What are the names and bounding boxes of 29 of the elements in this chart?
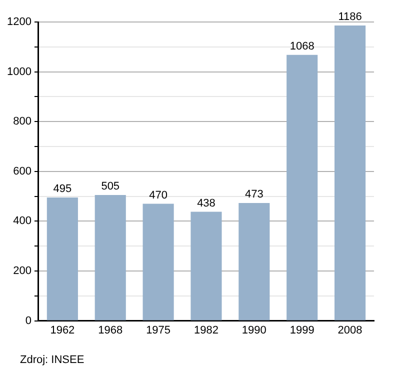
x-tick-label: 1982	[194, 324, 218, 336]
y-tick-label: 600	[13, 165, 32, 178]
x-tick-label: 1999	[290, 324, 314, 336]
x-tick-label: 1968	[98, 324, 123, 336]
x-tick-label: 1962	[50, 324, 75, 336]
x-tick-label: 2008	[338, 324, 362, 336]
data-label: 470	[149, 189, 168, 202]
y-tick-label: 1200	[6, 16, 32, 28]
data-label: 495	[53, 183, 72, 196]
data-label: 505	[101, 180, 120, 193]
y-tick-label: 400	[13, 215, 32, 228]
data-label: 438	[197, 197, 216, 210]
y-tick-label: 1000	[6, 66, 32, 78]
bar	[46, 198, 78, 320]
x-tick-label: 1990	[242, 324, 266, 336]
bar	[190, 212, 222, 320]
data-label: 473	[244, 188, 264, 201]
text: Zdroj: INSEE	[20, 354, 84, 366]
bar	[238, 203, 270, 320]
bar	[94, 195, 126, 320]
y-tick-label: 0	[25, 314, 32, 327]
y-tick-label: 800	[13, 116, 32, 128]
y-tick-label: 200	[13, 265, 32, 278]
x-tick-label: 1975	[146, 324, 171, 336]
data-label: 1068	[290, 40, 314, 52]
bar	[334, 25, 366, 320]
bar	[142, 204, 174, 320]
data-label: 1186	[338, 11, 362, 24]
bar	[286, 54, 318, 320]
